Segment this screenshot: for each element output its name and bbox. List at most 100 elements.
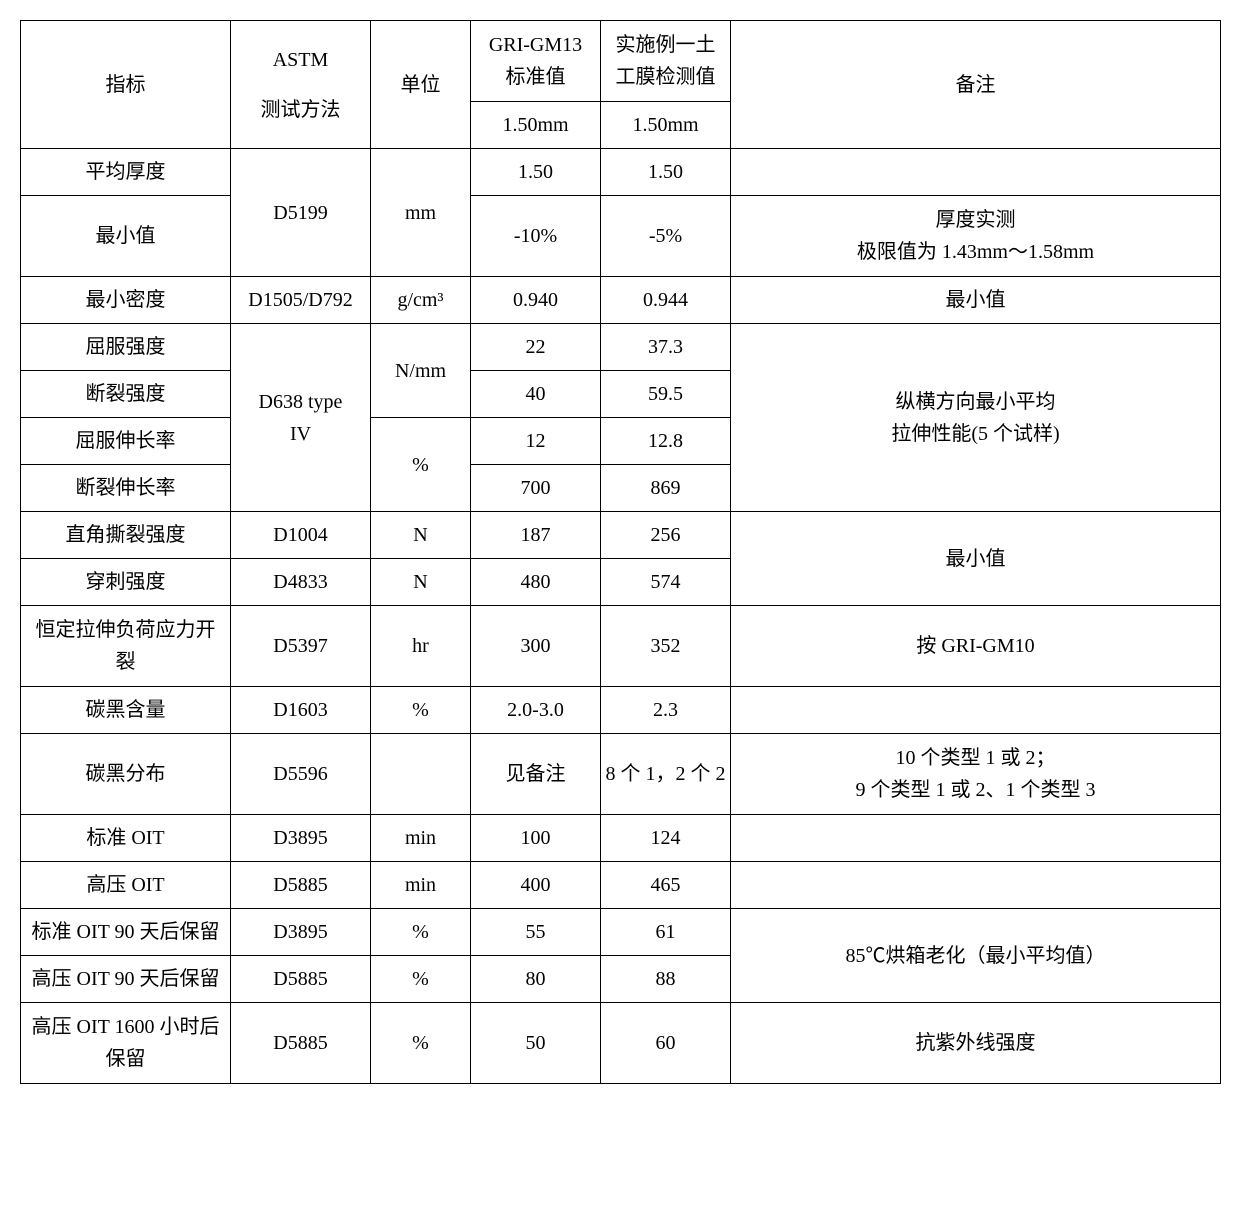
cell-gri: 50	[471, 1003, 601, 1084]
header-test: 实施例一土 工膜检测值	[601, 21, 731, 102]
cell-gri: 400	[471, 862, 601, 909]
cell-astm: D5199	[231, 149, 371, 277]
cell-gri: 300	[471, 606, 601, 687]
header-test-line2: 工膜检测值	[616, 66, 716, 88]
cell-unit: %	[371, 687, 471, 734]
cell-gri: 187	[471, 512, 601, 559]
cell-remark: 厚度实测 极限值为 1.43mm～1.58mm	[731, 196, 1221, 277]
cell-indicator: 高压 OIT 90 天后保留	[21, 956, 231, 1003]
cell-unit: %	[371, 418, 471, 512]
cell-astm: D5885	[231, 956, 371, 1003]
cell-indicator: 标准 OIT	[21, 815, 231, 862]
cell-astm: D5885	[231, 862, 371, 909]
cell-unit: min	[371, 862, 471, 909]
cell-indicator: 标准 OIT 90 天后保留	[21, 909, 231, 956]
astm-line1: D638 type	[259, 391, 343, 413]
header-remark: 备注	[731, 21, 1221, 149]
header-astm: ASTM 测试方法	[231, 21, 371, 149]
row-hp-oit: 高压 OIT D5885 min 400 465	[21, 862, 1221, 909]
cell-gri: 55	[471, 909, 601, 956]
cell-remark: 按 GRI-GM10	[731, 606, 1221, 687]
cell-gri: 见备注	[471, 734, 601, 815]
cell-remark	[731, 815, 1221, 862]
cell-astm: D4833	[231, 559, 371, 606]
row-carbon-disp: 碳黑分布 D5596 见备注 8 个 1，2 个 2 10 个类型 1 或 2；…	[21, 734, 1221, 815]
cell-astm: D5596	[231, 734, 371, 815]
cell-astm: D1603	[231, 687, 371, 734]
row-hp-oit-1600: 高压 OIT 1600 小时后 保留 D5885 % 50 60 抗紫外线强度	[21, 1003, 1221, 1084]
indicator-line1: 恒定拉伸负荷应力开	[36, 619, 216, 641]
row-min-density: 最小密度 D1505/D792 g/cm³ 0.940 0.944 最小值	[21, 277, 1221, 324]
cell-unit: mm	[371, 149, 471, 277]
cell-test: 37.3	[601, 324, 731, 371]
header-astm-line2: 测试方法	[235, 94, 366, 126]
cell-gri: 1.50	[471, 149, 601, 196]
cell-unit: %	[371, 1003, 471, 1084]
row-yield-strength: 屈服强度 D638 type IV N/mm 22 37.3 纵横方向最小平均 …	[21, 324, 1221, 371]
cell-remark	[731, 687, 1221, 734]
row-std-oit: 标准 OIT D3895 min 100 124	[21, 815, 1221, 862]
cell-test: 60	[601, 1003, 731, 1084]
cell-indicator: 高压 OIT	[21, 862, 231, 909]
cell-unit: N	[371, 512, 471, 559]
cell-unit: %	[371, 909, 471, 956]
cell-remark	[731, 149, 1221, 196]
header-astm-line1: ASTM	[235, 44, 366, 76]
cell-test: 2.3	[601, 687, 731, 734]
indicator-line2: 保留	[106, 1048, 146, 1070]
cell-astm: D1505/D792	[231, 277, 371, 324]
cell-unit: g/cm³	[371, 277, 471, 324]
cell-test: 88	[601, 956, 731, 1003]
cell-astm: D3895	[231, 909, 371, 956]
cell-indicator: 断裂伸长率	[21, 465, 231, 512]
cell-indicator: 最小密度	[21, 277, 231, 324]
cell-gri: 22	[471, 324, 601, 371]
cell-remark: 抗紫外线强度	[731, 1003, 1221, 1084]
cell-gri: 40	[471, 371, 601, 418]
indicator-line1: 高压 OIT 1600 小时后	[32, 1016, 220, 1038]
cell-gri: 12	[471, 418, 601, 465]
cell-test: 869	[601, 465, 731, 512]
cell-indicator: 屈服伸长率	[21, 418, 231, 465]
remark-line2: 9 个类型 1 或 2、1 个类型 3	[856, 779, 1096, 801]
header-gri: GRI-GM13 标准值	[471, 21, 601, 102]
cell-remark: 纵横方向最小平均 拉伸性能(5 个试样)	[731, 324, 1221, 512]
cell-gri: -10%	[471, 196, 601, 277]
cell-indicator: 恒定拉伸负荷应力开 裂	[21, 606, 231, 687]
cell-unit: hr	[371, 606, 471, 687]
cell-test: 256	[601, 512, 731, 559]
cell-indicator: 断裂强度	[21, 371, 231, 418]
cell-unit	[371, 734, 471, 815]
cell-unit: N	[371, 559, 471, 606]
cell-remark: 最小值	[731, 512, 1221, 606]
cell-remark: 10 个类型 1 或 2； 9 个类型 1 或 2、1 个类型 3	[731, 734, 1221, 815]
row-avg-thickness: 平均厚度 D5199 mm 1.50 1.50	[21, 149, 1221, 196]
cell-gri: 2.0-3.0	[471, 687, 601, 734]
header-row-1: 指标 ASTM 测试方法 单位 GRI-GM13 标准值 实施例一土 工膜检测值…	[21, 21, 1221, 102]
remark-line1: 厚度实测	[936, 209, 1016, 231]
cell-indicator: 碳黑含量	[21, 687, 231, 734]
cell-astm: D638 type IV	[231, 324, 371, 512]
cell-test: -5%	[601, 196, 731, 277]
cell-astm: D5885	[231, 1003, 371, 1084]
cell-unit: min	[371, 815, 471, 862]
cell-indicator: 穿刺强度	[21, 559, 231, 606]
cell-astm: D5397	[231, 606, 371, 687]
astm-line2: IV	[290, 423, 311, 445]
spec-table: 指标 ASTM 测试方法 单位 GRI-GM13 标准值 实施例一土 工膜检测值…	[20, 20, 1221, 1084]
cell-remark: 85℃烘箱老化（最小平均值）	[731, 909, 1221, 1003]
remark-line2: 拉伸性能(5 个试样)	[891, 423, 1059, 445]
cell-indicator: 高压 OIT 1600 小时后 保留	[21, 1003, 231, 1084]
cell-unit: %	[371, 956, 471, 1003]
header-unit: 单位	[371, 21, 471, 149]
header-test-sub: 1.50mm	[601, 102, 731, 149]
row-carbon-content: 碳黑含量 D1603 % 2.0-3.0 2.3	[21, 687, 1221, 734]
cell-test: 574	[601, 559, 731, 606]
row-tear: 直角撕裂强度 D1004 N 187 256 最小值	[21, 512, 1221, 559]
cell-unit: N/mm	[371, 324, 471, 418]
cell-test: 8 个 1，2 个 2	[601, 734, 731, 815]
remark-line1: 10 个类型 1 或 2；	[896, 747, 1056, 769]
row-std-oit-90: 标准 OIT 90 天后保留 D3895 % 55 61 85℃烘箱老化（最小平…	[21, 909, 1221, 956]
cell-indicator: 平均厚度	[21, 149, 231, 196]
cell-remark	[731, 862, 1221, 909]
